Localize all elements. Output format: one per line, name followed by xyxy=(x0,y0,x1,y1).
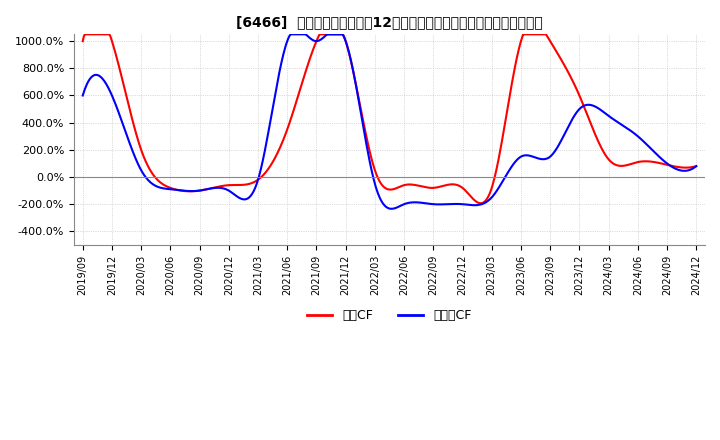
営業CF xyxy=(490,176,499,181)
Title: [6466]  キャッシュフローの12か月移動合計の対前年同期増減率の推移: [6466] キャッシュフローの12か月移動合計の対前年同期増減率の推移 xyxy=(236,15,543,29)
Line: 営業CF: 営業CF xyxy=(83,34,696,203)
フリーCF xyxy=(187,188,196,194)
フリーCF xyxy=(542,156,551,161)
フリーCF xyxy=(387,206,395,212)
営業CF xyxy=(237,182,246,187)
営業CF xyxy=(441,183,449,188)
フリーCF xyxy=(357,113,366,118)
Line: フリーCF: フリーCF xyxy=(83,34,696,209)
営業CF xyxy=(81,32,89,37)
営業CF xyxy=(188,189,197,194)
フリーCF xyxy=(78,93,87,98)
営業CF xyxy=(692,164,701,169)
フリーCF xyxy=(692,164,701,169)
フリーCF xyxy=(490,191,499,197)
営業CF xyxy=(542,33,551,38)
Legend: 営業CF, フリーCF: 営業CF, フリーCF xyxy=(302,304,477,327)
営業CF xyxy=(357,109,366,114)
フリーCF xyxy=(236,196,245,201)
営業CF xyxy=(477,201,485,206)
フリーCF xyxy=(442,202,451,207)
営業CF xyxy=(78,38,87,44)
フリーCF xyxy=(287,32,295,37)
